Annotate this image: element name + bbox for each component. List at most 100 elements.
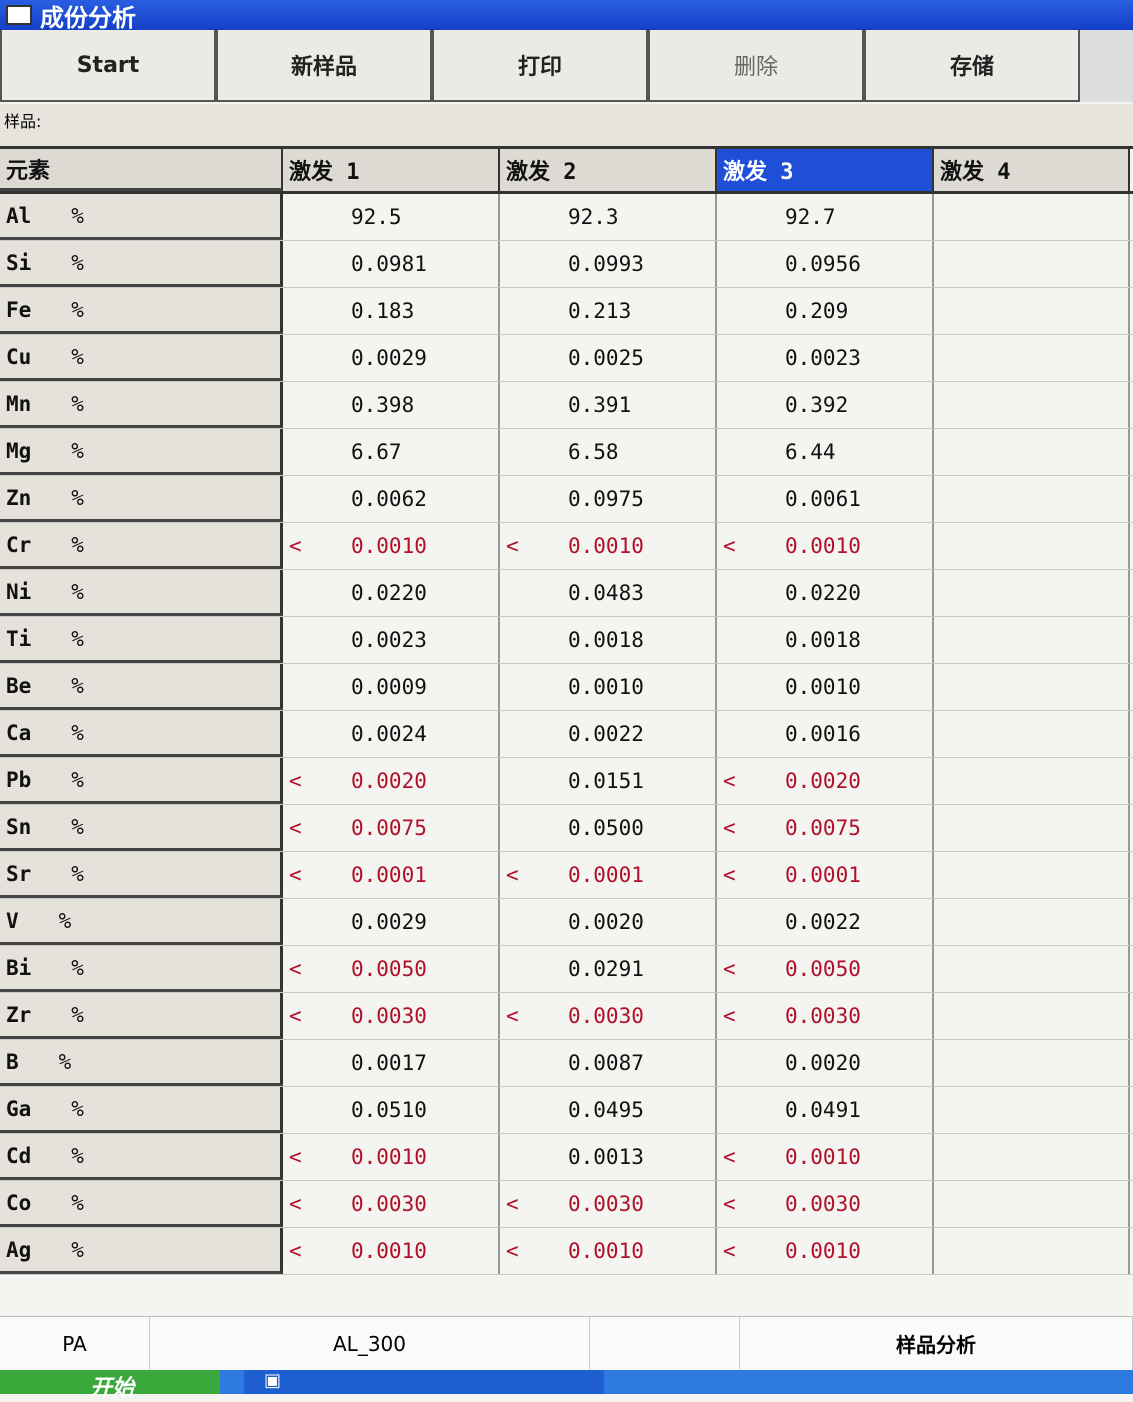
table-row[interactable]: Be% 0.0009 0.0010 0.0010	[0, 664, 1133, 711]
element-cell: Sr%	[0, 852, 283, 898]
below-limit-marker: <	[506, 1239, 519, 1263]
toolbar-button-4[interactable]: 存储	[864, 30, 1080, 102]
unit: %	[71, 438, 84, 463]
value: 0.0010	[351, 534, 427, 558]
table-row[interactable]: B% 0.0017 0.0087 0.0020	[0, 1040, 1133, 1087]
table-row[interactable]: Sr% <0.0001 <0.0001 <0.0001	[0, 852, 1133, 899]
value-cell: 0.0993	[500, 241, 717, 287]
table-row[interactable]: Bi% <0.0050 0.0291 <0.0050	[0, 946, 1133, 993]
value: 0.0030	[568, 1192, 644, 1216]
value: 0.0020	[785, 769, 861, 793]
element-symbol: Cr	[6, 532, 32, 557]
value: 0.392	[785, 393, 849, 417]
column-header-3[interactable]: 激发 3	[717, 149, 934, 191]
value-cell: 0.0491	[717, 1087, 934, 1133]
table-row[interactable]: Ca% 0.0024 0.0022 0.0016	[0, 711, 1133, 758]
element-cell: Ca%	[0, 711, 283, 757]
column-header-1[interactable]: 激发 1	[283, 149, 500, 191]
table-row[interactable]: Cd% <0.0010 0.0013 <0.0010	[0, 1134, 1133, 1181]
element-cell: V%	[0, 899, 283, 945]
toolbar: Start 新样品 打印 删除 存储	[0, 30, 1133, 102]
element-symbol: Mg	[6, 438, 32, 463]
value-cell: 0.0087	[500, 1040, 717, 1086]
value-cell: 0.209	[717, 288, 934, 334]
value: 0.0017	[351, 1051, 427, 1075]
value-cell-empty	[934, 758, 1130, 804]
table-row[interactable]: Fe% 0.183 0.213 0.209	[0, 288, 1133, 335]
value-cell: 0.0022	[717, 899, 934, 945]
toolbar-button-0[interactable]: Start	[0, 30, 216, 102]
value: 0.0024	[351, 722, 427, 746]
value-cell: 0.0291	[500, 946, 717, 992]
sample-field[interactable]: 样品:	[0, 104, 1133, 146]
table-row[interactable]: Si% 0.0981 0.0993 0.0956	[0, 241, 1133, 288]
element-symbol: Pb	[6, 767, 32, 792]
sample-label: 样品:	[4, 112, 42, 131]
unit: %	[71, 626, 84, 651]
value-cell-empty	[934, 852, 1130, 898]
value-cell-empty	[934, 570, 1130, 616]
value-cell: <0.0010	[717, 1228, 934, 1274]
table-row[interactable]: Co% <0.0030 <0.0030 <0.0030	[0, 1181, 1133, 1228]
below-limit-marker: <	[723, 1004, 736, 1028]
table-row[interactable]: Ga% 0.0510 0.0495 0.0491	[0, 1087, 1133, 1134]
column-header-0[interactable]: 元素	[0, 149, 283, 191]
value-cell: 0.0023	[717, 335, 934, 381]
column-header-2[interactable]: 激发 2	[500, 149, 717, 191]
below-limit-marker: <	[289, 1145, 302, 1169]
element-symbol: Ga	[6, 1096, 32, 1121]
table-row[interactable]: Pb% <0.0020 0.0151 <0.0020	[0, 758, 1133, 805]
table-row[interactable]: Cu% 0.0029 0.0025 0.0023	[0, 335, 1133, 382]
value: 0.391	[568, 393, 632, 417]
column-header-4[interactable]: 激发 4	[934, 149, 1130, 191]
table-row[interactable]: Ag% <0.0010 <0.0010 <0.0010	[0, 1228, 1133, 1275]
unit: %	[71, 203, 84, 228]
table-row[interactable]: Mn% 0.398 0.391 0.392	[0, 382, 1133, 429]
element-cell: Fe%	[0, 288, 283, 334]
below-limit-marker: <	[723, 957, 736, 981]
toolbar-button-1[interactable]: 新样品	[216, 30, 432, 102]
table-row[interactable]: Sn% <0.0075 0.0500 <0.0075	[0, 805, 1133, 852]
below-limit-marker: <	[506, 1004, 519, 1028]
unit: %	[71, 1002, 84, 1027]
table-row[interactable]: Mg% 6.67 6.58 6.44	[0, 429, 1133, 476]
below-limit-marker: <	[723, 1192, 736, 1216]
value-cell-empty	[934, 993, 1130, 1039]
table-row[interactable]: Ni% 0.0220 0.0483 0.0220	[0, 570, 1133, 617]
status-mode: PA	[0, 1317, 150, 1370]
value-cell: 0.0018	[717, 617, 934, 663]
value-cell: <0.0075	[283, 805, 500, 851]
below-limit-marker: <	[289, 534, 302, 558]
table-row[interactable]: Zn% 0.0062 0.0975 0.0061	[0, 476, 1133, 523]
value-cell: 0.0020	[717, 1040, 934, 1086]
below-limit-marker: <	[723, 1239, 736, 1263]
below-limit-marker: <	[506, 863, 519, 887]
table-row[interactable]: Zr% <0.0030 <0.0030 <0.0030	[0, 993, 1133, 1040]
value-cell: <0.0010	[717, 1134, 934, 1180]
below-limit-marker: <	[289, 863, 302, 887]
value-cell: 0.0016	[717, 711, 934, 757]
table-row[interactable]: V% 0.0029 0.0020 0.0022	[0, 899, 1133, 946]
value-cell: 0.213	[500, 288, 717, 334]
element-cell: Zn%	[0, 476, 283, 522]
unit: %	[58, 908, 72, 933]
value-cell-empty	[934, 1134, 1130, 1180]
start-menu-button[interactable]: 开始	[0, 1370, 220, 1401]
value-cell: 0.0151	[500, 758, 717, 804]
element-cell: Sn%	[0, 805, 283, 851]
taskbar-app-button[interactable]: ▣	[244, 1370, 604, 1394]
status-bar: PA AL_300 样品分析	[0, 1316, 1133, 1370]
element-symbol: Zr	[6, 1002, 32, 1027]
value-cell: <0.0050	[717, 946, 934, 992]
value: 0.0010	[351, 1239, 427, 1263]
toolbar-button-3[interactable]: 删除	[648, 30, 864, 102]
table-row[interactable]: Cr% <0.0010 <0.0010 <0.0010	[0, 523, 1133, 570]
below-limit-marker: <	[723, 534, 736, 558]
toolbar-button-2[interactable]: 打印	[432, 30, 648, 102]
value: 0.0495	[568, 1098, 644, 1122]
value-cell-empty	[934, 429, 1130, 475]
value-cell: 0.0024	[283, 711, 500, 757]
value-cell: 0.0495	[500, 1087, 717, 1133]
table-row[interactable]: Al% 92.5 92.3 92.7	[0, 194, 1133, 241]
table-row[interactable]: Ti% 0.0023 0.0018 0.0018	[0, 617, 1133, 664]
